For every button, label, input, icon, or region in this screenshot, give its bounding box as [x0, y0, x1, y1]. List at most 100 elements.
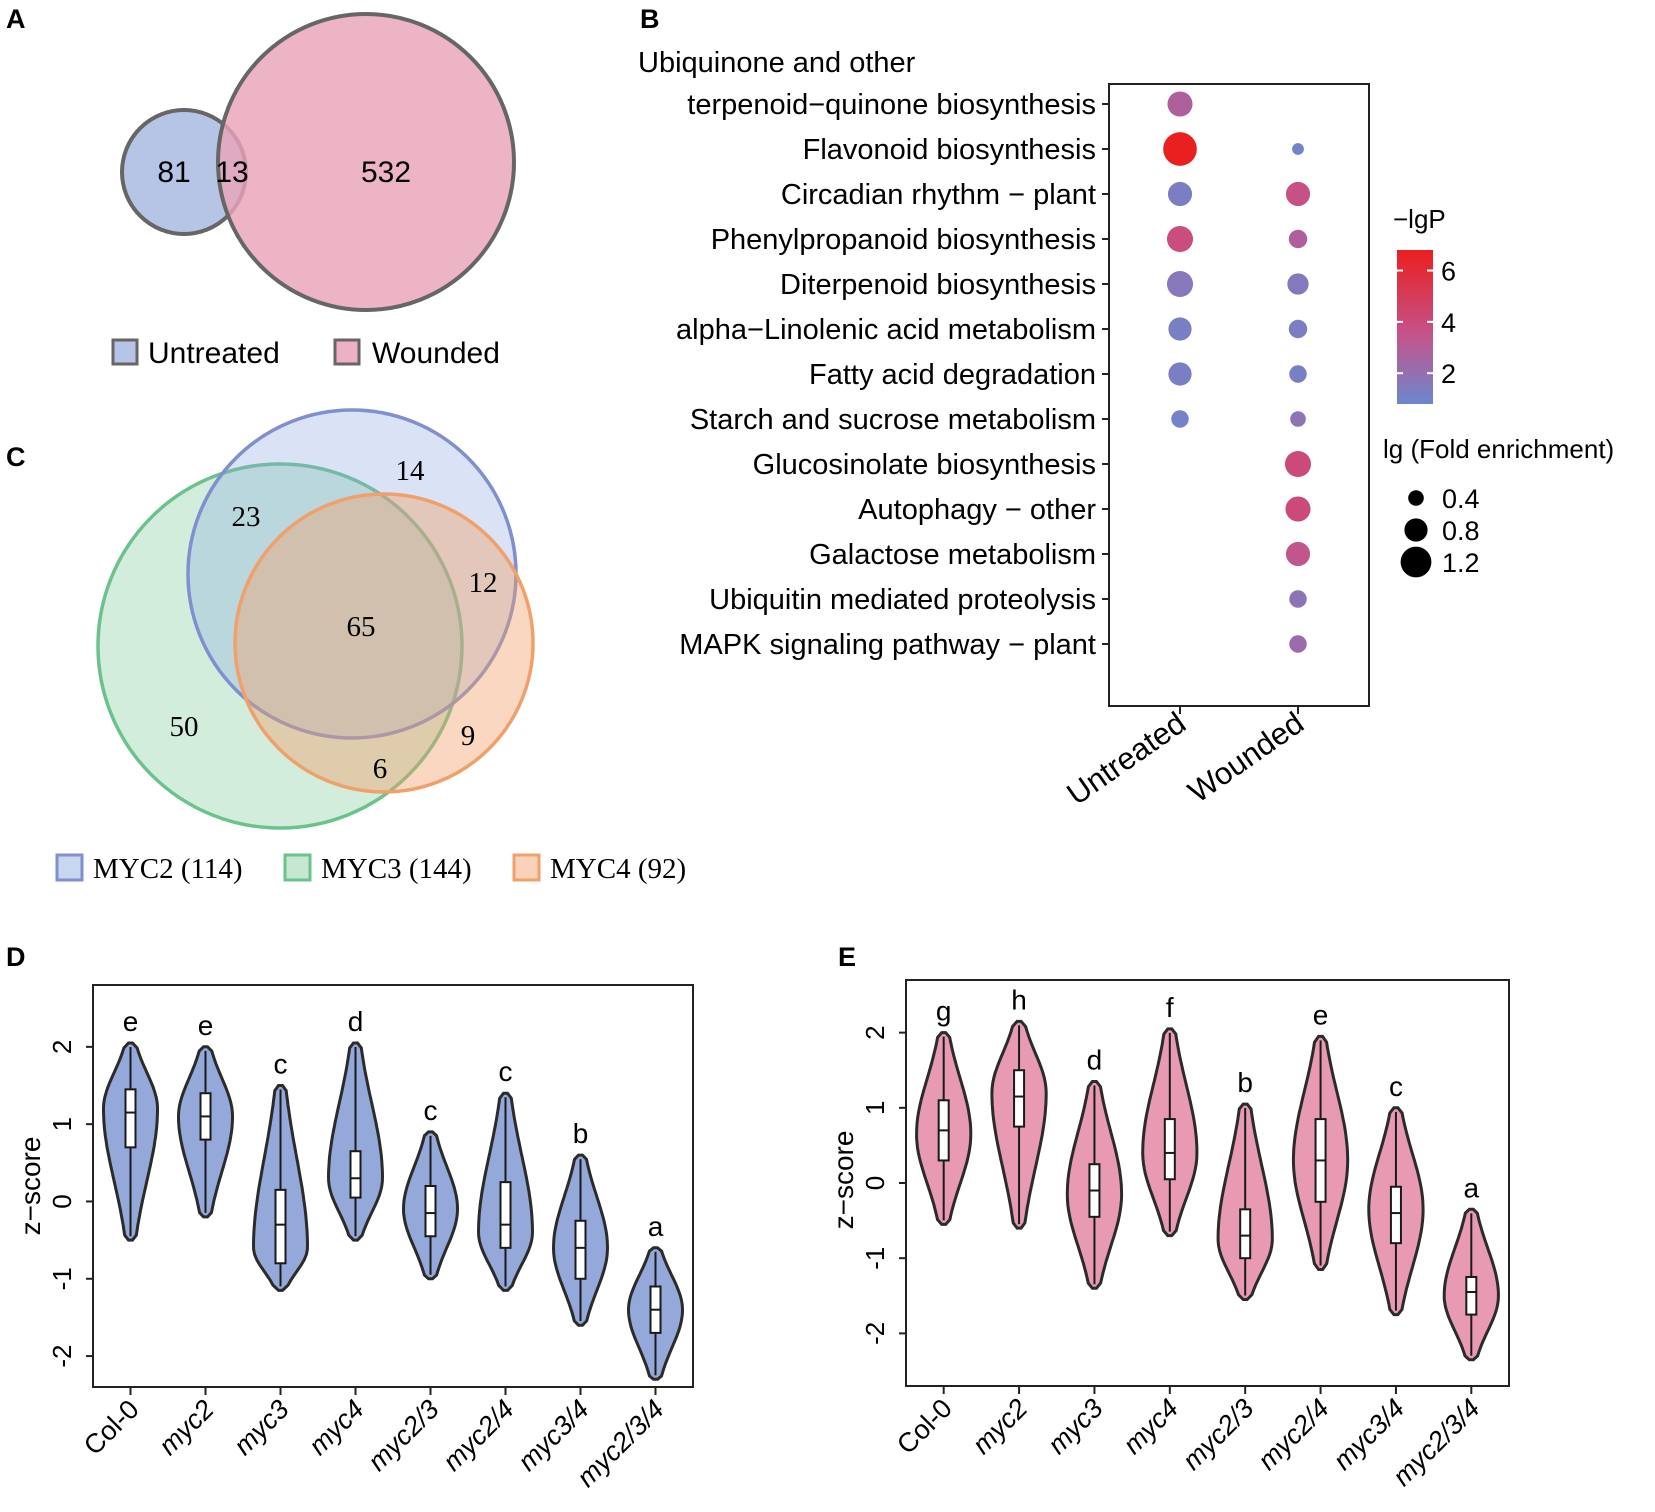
violin-ytick-label: 1	[47, 1117, 77, 1131]
panel-label-e: E	[838, 942, 856, 972]
panel-label-d: D	[6, 942, 26, 972]
legend-c-myc2-label: MYC2 (114)	[93, 853, 243, 885]
violin-box	[1163, 1118, 1176, 1181]
violin-significance-letter: c	[1389, 1071, 1403, 1102]
panel-c: C 14 23 12 65 50 9 6 MYC2 (114) MYC3 (14…	[6, 408, 686, 885]
dotplot-point	[1285, 181, 1311, 207]
legend-c-myc4-swatch	[512, 853, 541, 882]
legend-c-myc2-swatch	[55, 853, 84, 882]
violin-significance-letter: e	[123, 1006, 139, 1037]
violin-d-plot: -2 -1 0 1 2 e Col-0 e myc2 c myc3 d myc4 c myc2/3 c myc2…	[47, 1006, 685, 1493]
violin-significance-letter: c	[424, 1095, 438, 1126]
venn-c-myc2-only: 14	[396, 455, 426, 487]
violin-xtick-label: myc4	[303, 1394, 370, 1461]
dotplot-frame	[1108, 83, 1370, 707]
violin-box	[349, 1150, 362, 1199]
violin-significance-letter: d	[348, 1006, 364, 1037]
legend-c-myc4-label: MYC4 (92)	[550, 853, 686, 885]
venn-c-myc2-myc4: 12	[469, 567, 498, 599]
venn-a-untreated-only: 81	[157, 156, 190, 189]
violin-significance-letter: c	[499, 1056, 513, 1087]
dotplot-point	[1289, 635, 1307, 653]
dotplot-pathway-labels: Ubiquinone and other terpenoid−quinone bi…	[638, 47, 1109, 661]
size-legend-dot	[1404, 518, 1428, 542]
venn-c-myc3-myc4: 6	[373, 753, 388, 785]
violin-box	[274, 1188, 287, 1265]
dotplot-point	[1287, 273, 1309, 295]
dotplot-point	[1171, 410, 1189, 428]
dotplot-pathway-label: Glucosinolate biosynthesis	[753, 449, 1096, 481]
violin-ytick-label: 1	[860, 1101, 890, 1115]
dotplot-point	[1167, 181, 1193, 207]
color-legend-bar	[1397, 250, 1433, 404]
venn-c-legend: MYC2 (114) MYC3 (144) MYC4 (92)	[55, 853, 686, 885]
dotplot-point	[1163, 132, 1197, 166]
dotplot-point	[1285, 496, 1311, 522]
dotplot-pathway-label: Starch and sucrose metabolism	[690, 404, 1096, 436]
venn-a-wounded-only: 532	[361, 156, 411, 189]
violin-box	[499, 1181, 512, 1249]
violin-d-frame	[92, 984, 694, 1388]
violin-xtick-label: myc3	[228, 1394, 295, 1461]
legend-c-myc3-swatch	[283, 853, 312, 882]
violin-ytick-label: -2	[860, 1322, 890, 1345]
dotplot-point	[1285, 541, 1311, 567]
dotplot-point	[1289, 365, 1307, 383]
venn-c-myc3-only: 50	[170, 711, 199, 743]
violin-xtick-label: Col-0	[891, 1393, 958, 1460]
venn-c-myc4-only: 9	[461, 720, 476, 752]
violin-xtick-label: Col-0	[78, 1394, 145, 1461]
violin-xtick-label: myc2/4	[1252, 1393, 1335, 1476]
dotplot-xtick-label: Untreated	[1060, 705, 1192, 812]
panel-label-a: A	[6, 4, 26, 34]
violin-significance-letter: f	[1166, 992, 1174, 1023]
violin-box	[574, 1219, 587, 1280]
dotplot-pathway-label: MAPK signaling pathway − plant	[679, 629, 1096, 661]
color-legend-tick-label: 2	[1441, 359, 1456, 389]
violin-xtick-label: myc2/3	[362, 1394, 445, 1477]
violin-e-ylabel: z−score	[828, 1131, 859, 1230]
color-legend-tick-label: 6	[1441, 257, 1456, 287]
panel-d: D z−score -2 -1 0 1 2 e Col-0 e myc2 c myc3 d myc4 c m…	[6, 942, 694, 1493]
size-legend-label: 0.4	[1442, 484, 1480, 514]
violin-ytick-label: 0	[860, 1176, 890, 1190]
violin-ytick-label: -1	[860, 1247, 890, 1270]
dotplot-point	[1288, 319, 1308, 339]
panel-a: A 81 13 532 Untreated Wounded	[6, 4, 516, 370]
violin-ytick-label: -2	[47, 1345, 77, 1368]
violin-ytick-label: 2	[47, 1040, 77, 1054]
violin-xtick-label: myc4	[1117, 1393, 1184, 1460]
violin-significance-letter: e	[198, 1010, 214, 1041]
color-legend-title: −lgP	[1393, 204, 1446, 234]
violin-box	[1013, 1069, 1026, 1128]
violin-ytick-label: 2	[860, 1025, 890, 1039]
dotplot-point	[1288, 229, 1308, 249]
panel-e: E z−score -2 -1 0 1 2 g Col-0 h myc2 d myc3 f myc4 b m…	[828, 942, 1510, 1492]
venn-a-wounded-circle	[216, 12, 516, 312]
dotplot-points	[1163, 91, 1312, 653]
violin-box	[1389, 1185, 1402, 1245]
violin-significance-letter: g	[936, 996, 952, 1027]
violin-significance-letter: c	[274, 1049, 288, 1080]
dotplot-point	[1284, 450, 1312, 478]
dotplot-point	[1292, 143, 1304, 155]
dotplot-pathway-label: Autophagy − other	[858, 494, 1096, 526]
dotplot-pathway-label: terpenoid−quinone biosynthesis	[687, 89, 1096, 121]
violin-significance-letter: h	[1011, 984, 1027, 1015]
violin-d-ylabel: z−score	[15, 1137, 46, 1236]
violin-xtick-label: myc2/3	[1177, 1393, 1260, 1476]
dotplot-pathway-label: alpha−Linolenic acid metabolism	[676, 314, 1096, 346]
venn-c-all: 65	[347, 611, 376, 643]
violin-box	[1465, 1275, 1478, 1316]
violin-significance-letter: d	[1087, 1045, 1103, 1076]
dotplot-pathway-label: Ubiquitin mediated proteolysis	[709, 584, 1096, 616]
violin-xtick-label: myc3	[1042, 1393, 1109, 1460]
dotplot-point	[1289, 590, 1307, 608]
venn-a-legend: Untreated Wounded	[111, 337, 500, 370]
dotplot-point	[1290, 411, 1306, 427]
dotplot-pathway-label: Circadian rhythm − plant	[781, 179, 1096, 211]
dotplot-pathway-label: Galactose metabolism	[809, 539, 1096, 571]
panel-label-c: C	[6, 442, 26, 472]
violin-box	[424, 1185, 437, 1238]
